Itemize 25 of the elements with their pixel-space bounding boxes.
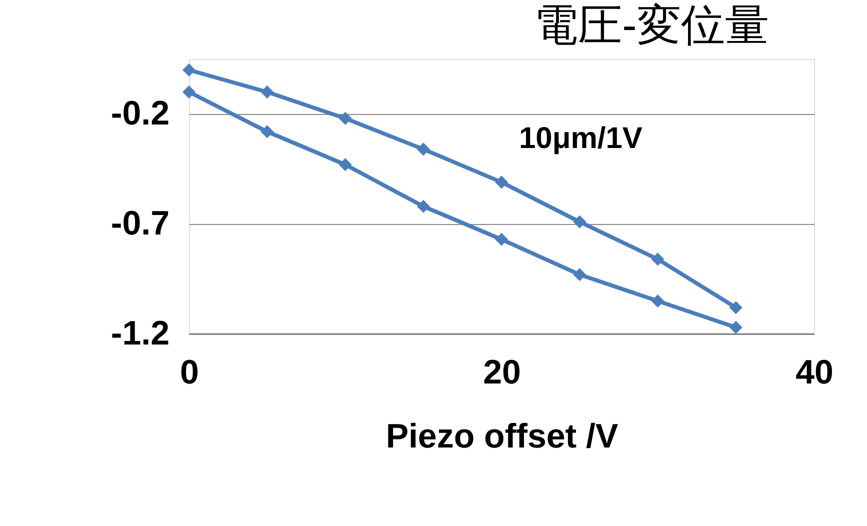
point xyxy=(494,176,508,189)
point xyxy=(494,232,508,246)
annotation: 10μm/1V xyxy=(519,122,642,155)
x-tick-label: 20 xyxy=(483,354,521,392)
y-tick-label: -1.2 xyxy=(110,314,170,352)
point xyxy=(260,85,274,99)
chart-title: 電圧-変位量 xyxy=(534,1,769,50)
point xyxy=(729,320,742,334)
x-tick-label: 40 xyxy=(796,354,834,392)
point xyxy=(573,268,586,282)
point xyxy=(260,125,274,138)
point xyxy=(416,142,430,156)
point xyxy=(338,158,352,172)
point xyxy=(651,252,664,266)
y-tick-label: -0.7 xyxy=(110,204,170,242)
point xyxy=(729,301,742,314)
point xyxy=(182,85,196,99)
point xyxy=(338,112,352,125)
x-axis-title: Piezo offset /V xyxy=(386,418,619,456)
point xyxy=(651,294,664,308)
point xyxy=(182,63,196,77)
point xyxy=(416,200,430,213)
y-tick-label: -0.2 xyxy=(110,94,170,132)
point xyxy=(573,215,586,228)
x-tick-label: 0 xyxy=(180,354,199,392)
